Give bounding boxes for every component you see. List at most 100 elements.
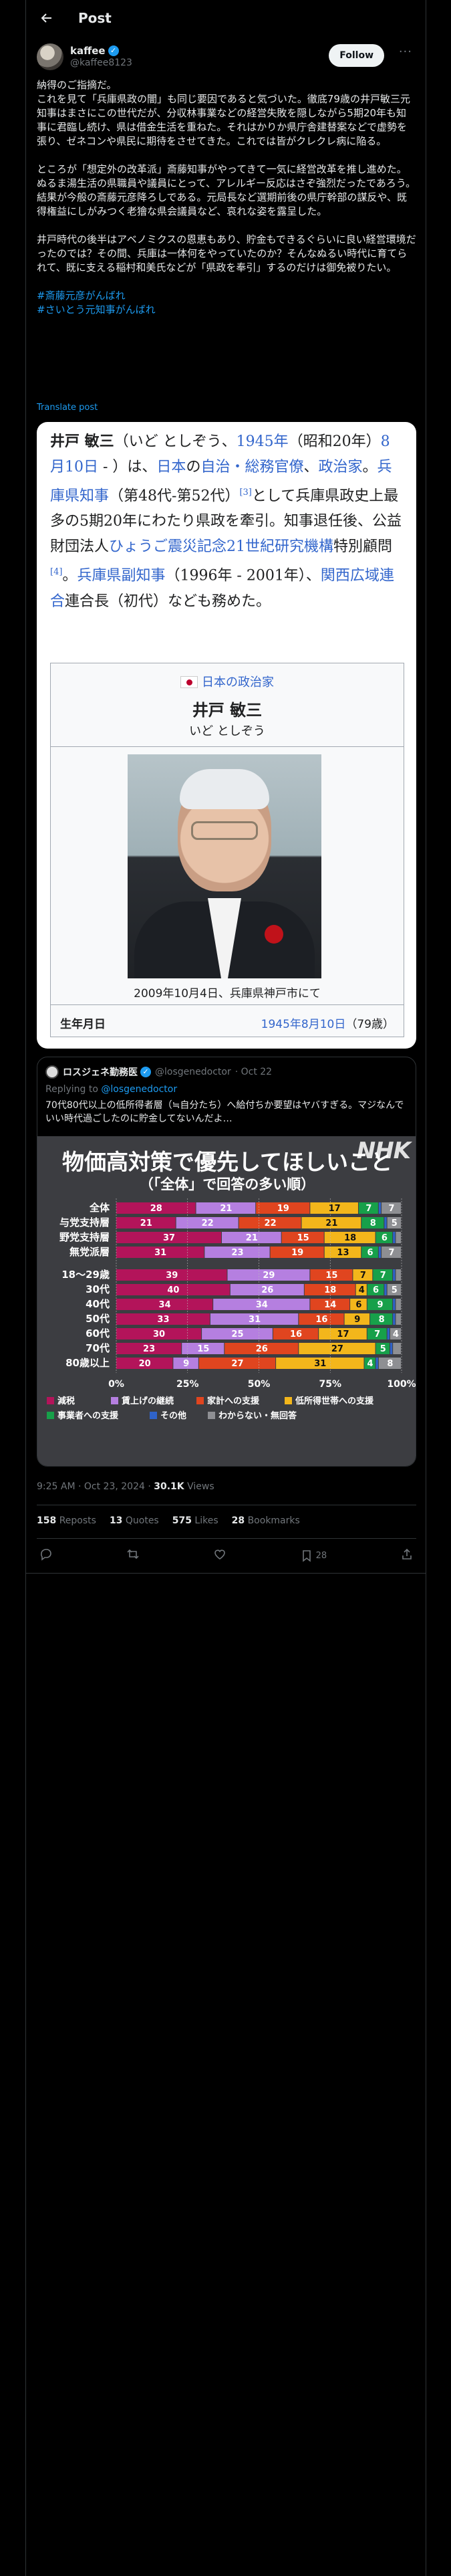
quoted-author-handle: @losgenedoctor (155, 1067, 231, 1077)
bar-value-label: 7 (360, 1271, 366, 1281)
bar-segment (224, 1343, 299, 1354)
bar-value-label: 8 (379, 1315, 385, 1325)
x-tick-label: 50% (248, 1379, 271, 1390)
legend-label: わからない・無回答 (218, 1410, 297, 1421)
bar-segment (204, 1247, 270, 1258)
bar-value-label: 21 (246, 1233, 258, 1243)
quoted-author-name: ロスジェネ勤務医 (63, 1067, 138, 1078)
bar-value-label: 8 (370, 1218, 376, 1228)
bar-segment (367, 1328, 387, 1339)
bar-segment (270, 1247, 324, 1258)
bar-segment (393, 1299, 396, 1310)
attached-image-wikipedia[interactable]: 井戸 敏三（いど としぞう、1945年（昭和20年）8月10日 - ）は、日本の… (37, 422, 416, 1049)
bar-value-label: 9 (183, 1359, 189, 1369)
bar-value-label: 9 (377, 1300, 383, 1310)
share-button[interactable] (400, 1547, 414, 1564)
x-tick-label: 100% (387, 1379, 416, 1390)
heart-icon (214, 1549, 225, 1560)
repost-button[interactable] (126, 1547, 140, 1564)
category-label: 80歳以上 (65, 1357, 110, 1369)
bar-value-label: 33 (157, 1315, 169, 1325)
bar-segment (116, 1299, 213, 1310)
back-button[interactable] (35, 7, 58, 29)
bar-segment (213, 1299, 310, 1310)
like-button[interactable] (213, 1547, 227, 1564)
bookmark-button[interactable]: 28 (300, 1549, 327, 1562)
chart-subtitle: （「全体」で回答の多い順） (139, 1176, 315, 1192)
avatar[interactable] (37, 43, 63, 70)
bar-segment (393, 1232, 396, 1243)
bar-value-label: 4 (393, 1329, 399, 1339)
bar-segment (116, 1217, 176, 1228)
bar-value-label: 22 (202, 1218, 214, 1228)
author-name[interactable]: kaffee (70, 45, 106, 57)
post-actions: 28 (37, 1542, 416, 1569)
post-stats: 158 Reposts 13 Quotes 575 Likes 28 Bookm… (37, 1515, 300, 1526)
bar-segment (116, 1247, 204, 1258)
reposts-stat[interactable]: 158 Reposts (37, 1515, 96, 1526)
post-timestamp: 9:25 AM · Oct 23, 2024 · 30.1K Views (37, 1481, 214, 1492)
bar-value-label: 5 (392, 1218, 398, 1228)
bar-value-label: 16 (315, 1315, 327, 1325)
bar-segment (382, 1202, 401, 1214)
legend-swatch (47, 1412, 54, 1419)
share-icon (402, 1548, 412, 1560)
author-name-row[interactable]: kaffee ✓ (70, 45, 132, 57)
author-handle[interactable]: @kaffee8123 (70, 58, 132, 68)
birth-date-value: 1945年8月10日（79歳） (261, 1018, 394, 1031)
hashtag-link[interactable]: #斎藤元彦がんばれ (37, 290, 126, 302)
bar-segment (390, 1328, 401, 1339)
bar-segment (273, 1328, 319, 1339)
bar-value-label: 28 (150, 1204, 162, 1214)
bar-segment (176, 1217, 239, 1228)
quoted-avatar (45, 1065, 59, 1079)
bar-value-label: 18 (344, 1233, 356, 1243)
bookmark-icon (302, 1550, 311, 1562)
more-options-icon[interactable]: ··· (398, 45, 412, 59)
bookmarks-stat[interactable]: 28 Bookmarks (231, 1515, 300, 1526)
category-label: 野党支持層 (59, 1231, 110, 1243)
quoted-post[interactable]: ロスジェネ勤務医 ✓ @losgenedoctor · Oct 22 Reply… (37, 1057, 416, 1467)
bar-value-label: 6 (367, 1248, 373, 1258)
reply-button[interactable] (39, 1547, 53, 1564)
x-tick-label: 25% (176, 1379, 199, 1390)
bar-segment (116, 1232, 221, 1243)
bar-segment (304, 1284, 355, 1295)
japan-flag-icon (180, 676, 198, 688)
bar-value-label: 7 (380, 1271, 386, 1281)
bar-segment (393, 1313, 396, 1325)
bar-segment (358, 1202, 378, 1214)
bar-value-label: 4 (367, 1359, 373, 1369)
bar-value-label: 21 (220, 1204, 232, 1214)
bar-value-label: 23 (231, 1248, 243, 1258)
wiki-infobox: 日本の政治家 井戸 敏三 いど としぞう 2009年10月4日、兵庫県神戸市にて… (50, 663, 404, 1037)
bar-value-label: 6 (382, 1233, 388, 1243)
post-paragraph: 納得のご指摘だ。 これを見て「兵庫県政の闇」も同じ要因であると気づいた。徹底79… (37, 79, 410, 147)
bar-segment (299, 1313, 344, 1325)
bar-value-label: 7 (365, 1204, 371, 1214)
likes-stat[interactable]: 575 Likes (172, 1515, 218, 1526)
bar-value-label: 7 (389, 1248, 395, 1258)
x-tick-label: 0% (108, 1379, 124, 1390)
translate-post-link[interactable]: Translate post (37, 403, 98, 413)
bar-value-label: 14 (324, 1300, 336, 1310)
hashtag-link[interactable]: #さいとう元知事がんばれ (37, 304, 156, 316)
category-label: 与党支持層 (59, 1216, 110, 1228)
page-title: Post (78, 9, 112, 26)
photo-caption: 2009年10月4日、兵庫県神戸市にて (134, 987, 321, 1000)
bar-segment (384, 1217, 387, 1228)
bar-segment (361, 1247, 378, 1258)
bar-value-label: 19 (291, 1248, 303, 1258)
top-bar: Post (26, 0, 427, 35)
wiki-subject-name: 井戸 敏三 (50, 433, 114, 450)
quoted-post-text: 70代80代以上の低所得者層（≒自分たち）へ給付ちか要望はヤバすぎる。マジなんで… (45, 1100, 404, 1124)
bar-segment (353, 1269, 373, 1281)
bar-segment (196, 1202, 256, 1214)
bar-value-label: 7 (374, 1329, 380, 1339)
quotes-stat[interactable]: 13 Quotes (109, 1515, 159, 1526)
category-label: 無党派層 (69, 1246, 110, 1258)
follow-button[interactable]: Follow (329, 44, 384, 67)
bar-segment (396, 1299, 401, 1310)
bar-segment (361, 1217, 384, 1228)
verified-badge-icon: ✓ (140, 1067, 151, 1077)
